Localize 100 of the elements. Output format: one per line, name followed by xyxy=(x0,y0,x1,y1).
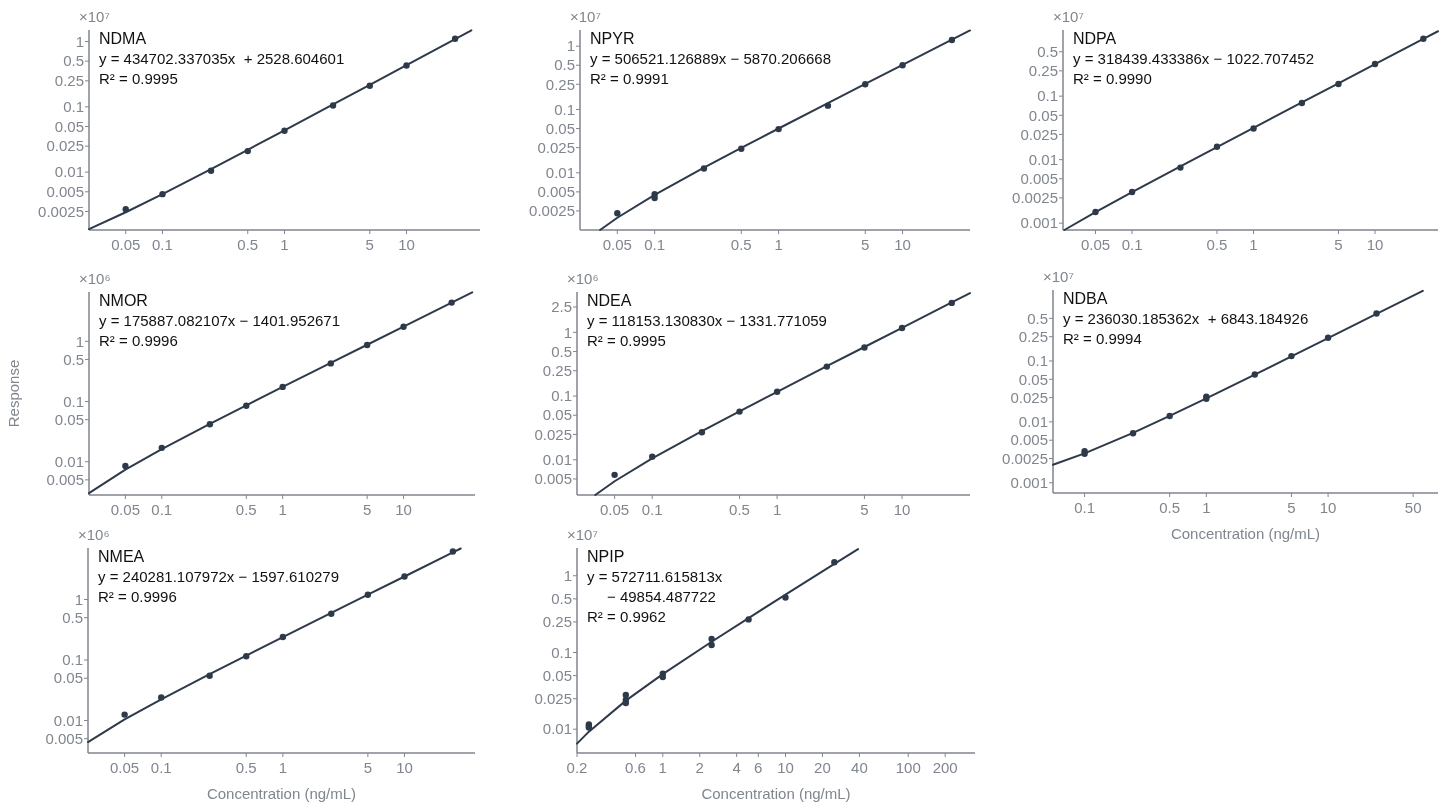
y-tick-label: 0.1 xyxy=(62,651,83,669)
chart-title: NDEA xyxy=(587,292,632,309)
x-tick-label: 6 xyxy=(754,759,763,776)
annotation: y = 175887.082107x − 1401.952671 xyxy=(99,312,341,329)
y-tick-label: 0.05 xyxy=(1028,106,1058,124)
x-tick-label: 1 xyxy=(278,501,287,518)
y-tick-label: 0.1 xyxy=(1037,87,1058,105)
y-tick-label: 1 xyxy=(563,323,572,341)
x-tick-label: 10 xyxy=(396,759,413,776)
x-axis-title: Concentration (ng/mL) xyxy=(701,785,851,802)
x-tick-label: 1 xyxy=(774,236,783,253)
y-tick-label: 0.01 xyxy=(54,163,84,181)
y-tick-label: 0.01 xyxy=(54,452,84,470)
y-tick-label: 0.025 xyxy=(1010,388,1048,406)
y-tick-label: 0.005 xyxy=(45,729,83,747)
x-tick-label: 0.5 xyxy=(235,501,257,518)
y-tick-label: 0.005 xyxy=(46,183,84,201)
x-tick-label: 10 xyxy=(1366,236,1384,253)
y-tick-label: 0.005 xyxy=(534,470,572,488)
y-tick-label: 0.5 xyxy=(63,350,84,368)
x-tick-label: 40 xyxy=(851,759,868,776)
y-tick-label: 0.5 xyxy=(62,608,83,626)
y-tick-label: 0.001 xyxy=(1020,214,1058,232)
text: ×10⁷ xyxy=(79,8,110,25)
text: ×10⁶ xyxy=(78,526,110,543)
y-tick-label: 2.5 xyxy=(551,298,572,316)
y-tick-label: 0.025 xyxy=(46,137,84,155)
x-tick-label: 1 xyxy=(1202,499,1211,516)
chart-title: NPIP xyxy=(587,548,625,565)
annotation: R² = 0.9996 xyxy=(98,588,177,605)
x-tick-label: 200 xyxy=(932,759,958,776)
annotation: R² = 0.9996 xyxy=(99,332,178,349)
x-tick-label: 5 xyxy=(861,236,870,253)
x-tick-label: 20 xyxy=(814,759,831,776)
y-tick-label: 1 xyxy=(563,567,572,585)
x-tick-label: 5 xyxy=(363,759,373,776)
text: ×10⁶ xyxy=(79,270,111,287)
y-tick-label: 0.25 xyxy=(542,361,572,379)
x-tick-label: 10 xyxy=(395,501,412,518)
annotation: y = 118153.130830x − 1331.771059 xyxy=(587,312,827,329)
annotation: y = 240281.107972x − 1597.610279 xyxy=(98,568,340,585)
y-tick-label: 0.05 xyxy=(542,406,572,424)
y-tick-label: 0.1 xyxy=(63,392,84,410)
y-tick-label: 0.005 xyxy=(537,183,575,201)
y-tick-label: 0.005 xyxy=(1010,431,1048,449)
y-tick-label: 0.5 xyxy=(63,52,84,70)
chart-title: NDBA xyxy=(1063,290,1108,307)
text: ×10⁷ xyxy=(1043,268,1074,285)
x-tick-label: 0.5 xyxy=(235,759,257,776)
y-tick-label: 0.05 xyxy=(53,669,83,687)
chart-title: NDMA xyxy=(99,30,147,47)
y-tick-label: 0.0025 xyxy=(1002,449,1048,467)
annotation: y = 572711.615813x − 49854.487722 xyxy=(587,568,723,605)
annotation: y = 434702.337035x + 2528.604601 xyxy=(99,50,345,67)
y-tick-label: 0.1 xyxy=(1027,352,1048,370)
x-tick-label: 0.05 xyxy=(111,236,141,253)
y-tick-label: 1 xyxy=(75,332,84,350)
annotation: R² = 0.9995 xyxy=(587,332,666,349)
x-tick-label: 0.05 xyxy=(600,501,630,518)
chart-title: NMOR xyxy=(99,292,148,309)
x-tick-label: 10 xyxy=(1319,499,1337,516)
x-tick-label: 0.1 xyxy=(1074,499,1096,516)
x-tick-label: 0.1 xyxy=(641,501,663,518)
y-tick-label: 0.0025 xyxy=(1012,189,1058,207)
x-tick-label: 10 xyxy=(398,236,415,253)
y-tick-label: 0.05 xyxy=(542,666,572,684)
y-tick-label: 0.1 xyxy=(551,387,572,405)
x-tick-label: 5 xyxy=(1287,499,1296,516)
x-tick-label: 1 xyxy=(1249,236,1258,253)
annotation: y = 318439.433386x − 1022.707452 xyxy=(1073,50,1315,67)
y-tick-label: 0.05 xyxy=(1018,370,1048,388)
y-tick-label: 0.01 xyxy=(1018,413,1048,431)
y-tick-label: 0.25 xyxy=(54,72,84,90)
y-tick-label: 0.01 xyxy=(542,451,572,469)
x-tick-label: 50 xyxy=(1404,499,1422,516)
annotation: R² = 0.9990 xyxy=(1073,70,1152,87)
x-tick-label: 0.1 xyxy=(152,236,173,253)
x-tick-label: 10 xyxy=(894,236,911,253)
y-tick-label: 0.025 xyxy=(534,425,572,443)
y-tick-label: 0.025 xyxy=(534,689,572,707)
y-tick-label: 0.5 xyxy=(551,590,572,608)
y-tick-label: 0.01 xyxy=(53,711,83,729)
annotation: y = 236030.185362x + 6843.184926 xyxy=(1063,310,1309,327)
text: ×10⁶ xyxy=(567,270,599,287)
y-tick-label: 0.005 xyxy=(46,471,84,489)
y-tick-label: 0.5 xyxy=(1027,309,1048,327)
text: ×10⁷ xyxy=(570,8,601,25)
x-tick-label: 5 xyxy=(365,236,374,253)
x-tick-label: 0.05 xyxy=(602,236,632,253)
x-tick-label: 0.1 xyxy=(151,501,173,518)
x-tick-label: 4 xyxy=(732,759,741,776)
y-tick-label: 0.05 xyxy=(54,410,84,428)
y-tick-label: 0.1 xyxy=(63,98,84,116)
y-tick-label: 0.25 xyxy=(1028,62,1058,80)
y-axis-title: Response xyxy=(5,359,22,428)
chart-title: NMEA xyxy=(98,548,145,565)
y-tick-label: 1 xyxy=(74,590,83,608)
x-tick-label: 1 xyxy=(280,236,289,253)
y-tick-label: 0.25 xyxy=(542,613,572,631)
annotation: R² = 0.9994 xyxy=(1063,330,1142,347)
